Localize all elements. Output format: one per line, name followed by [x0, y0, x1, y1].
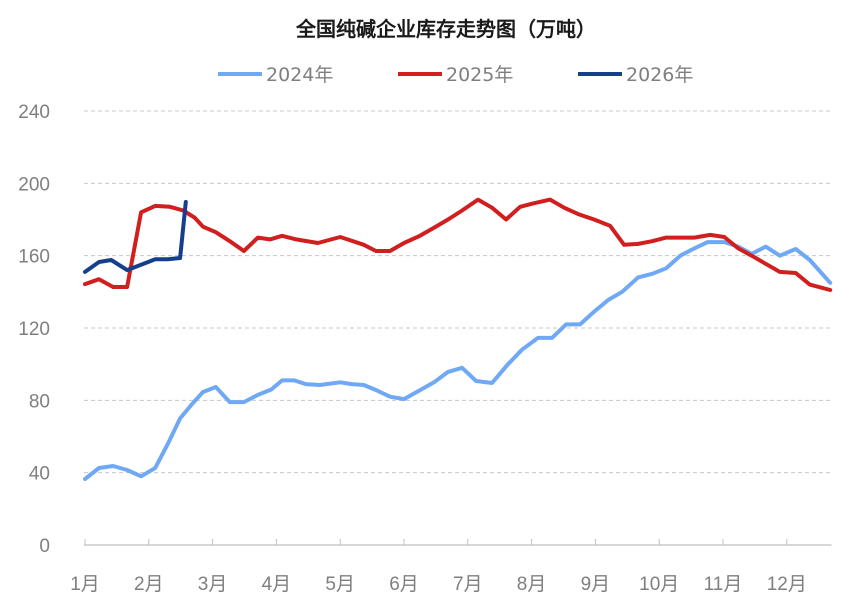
- x-tick-label: 3月: [198, 574, 228, 595]
- x-tick-label: 6月: [389, 574, 419, 595]
- y-tick-label: 80: [29, 391, 50, 412]
- gridlines: [84, 110, 832, 474]
- x-tick-label: 12月: [767, 574, 807, 595]
- x-tick-label: 10月: [639, 574, 679, 595]
- series-line-2026年: [83, 200, 188, 274]
- y-tick-label: 40: [29, 464, 50, 485]
- series-line-2024年: [83, 240, 833, 481]
- y-axis: 0 40 80 120 160 200 240: [18, 102, 50, 557]
- legend-label: 2026年: [626, 64, 693, 86]
- y-tick-label: 200: [18, 174, 50, 195]
- x-tick-label: 4月: [262, 574, 292, 595]
- x-tick-label: 8月: [517, 574, 547, 595]
- x-tick-label: 1月: [70, 574, 100, 595]
- x-tick-label: 7月: [453, 574, 483, 595]
- x-tick-label: 5月: [325, 574, 355, 595]
- legend: 2024年 2025年 2026年: [218, 64, 693, 86]
- legend-label: 2025年: [446, 64, 513, 86]
- x-tick-label: 9月: [581, 574, 611, 595]
- y-tick-label: 240: [18, 102, 50, 123]
- x-tick-label: 2月: [134, 574, 164, 595]
- legend-label: 2024年: [266, 64, 333, 86]
- x-tick-label: 11月: [704, 574, 743, 595]
- y-tick-label: 160: [18, 247, 50, 268]
- series-line-2025年: [83, 197, 833, 292]
- x-axis: 1月 2月 3月 4月 5月 6月 7月 8月 9月 10月 11月 12月: [70, 539, 832, 595]
- series-lines: [83, 197, 833, 481]
- chart-title: 全国纯碱企业库存走势图（万吨）: [295, 17, 596, 41]
- y-tick-label: 120: [18, 319, 50, 340]
- y-tick-label: 0: [39, 536, 50, 557]
